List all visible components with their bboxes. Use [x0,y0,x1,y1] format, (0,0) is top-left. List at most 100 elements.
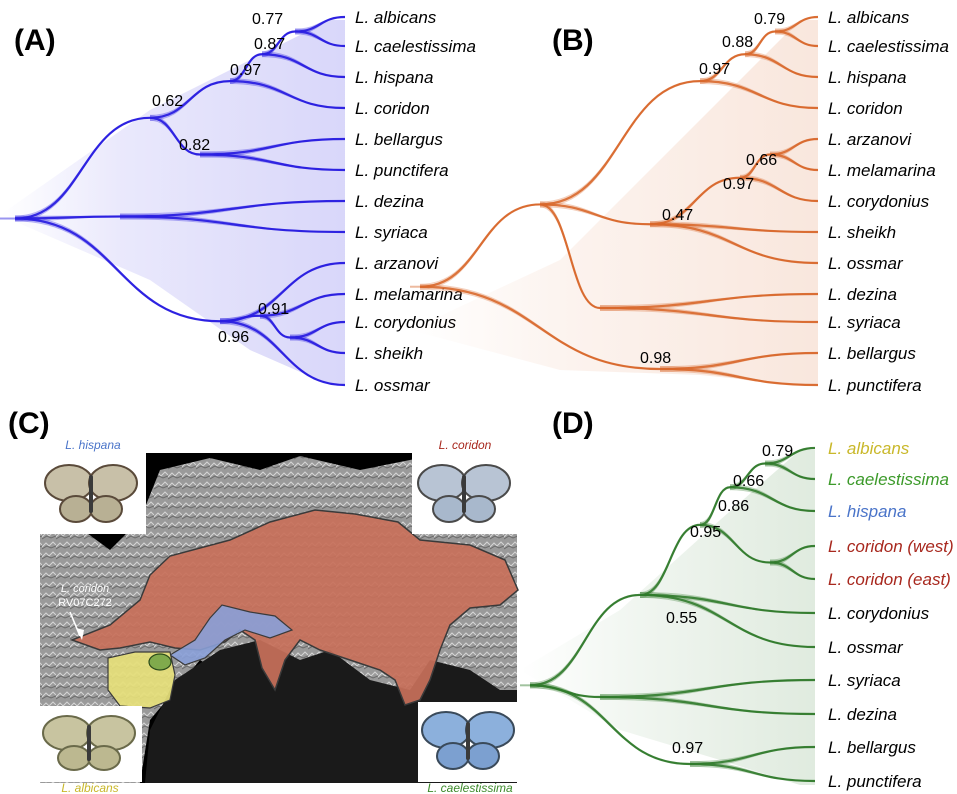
tree-branch [769,153,819,172]
taxon-label: L. dezina [828,705,897,724]
tree-branch [739,179,819,202]
tree-branch [289,338,346,354]
butterfly-photo-coridon [412,452,517,534]
tree-branch [649,223,819,234]
tree-branch [699,523,771,564]
panel-a-support-5: 0.82 [179,137,210,154]
tree-branch [769,561,816,581]
taxon-label: L. dezina [828,285,897,304]
tree-branch [539,206,601,309]
tree-branch [259,292,346,317]
panel-b-support-4: 0.66 [746,152,777,169]
tree-branch [419,288,661,370]
panel-b-tree [410,15,819,387]
tree-branch [419,203,541,289]
tree-branch [149,116,201,156]
taxon-label: L. albicans [828,439,910,458]
tree-branch [689,764,816,782]
panel-d-tree-haze [520,450,815,785]
tree-branch [529,684,691,766]
taxon-label: L. caelestissima [828,470,949,489]
tree-branch [769,545,816,566]
taxon-label: L. corydonius [828,604,930,623]
tree-branch [199,155,346,171]
panel-a-support-1: 0.77 [252,11,283,28]
tree-branch [744,31,776,58]
tree-branch [699,81,819,109]
tree-branch [769,138,819,158]
tree-branch [774,32,819,47]
tree-branch [419,287,661,370]
tree-branch [699,526,771,563]
taxon-label: L. hispana [828,68,906,87]
photo-label-albicans: L. albicans [61,781,118,794]
butterfly-photo-hispana [36,452,146,534]
taxon-label: L. hispana [828,502,906,521]
tree-branch [119,199,346,218]
tree-branch [14,116,151,220]
taxon-label: L. coridon [355,99,430,118]
panel-b: (B) L. albicans L. caelestissima L. hispan… [410,8,949,395]
tree-branch [699,83,819,109]
taxon-label: L. sheikh [828,223,896,242]
taxon-label: L. melamarina [355,285,463,304]
tree-branch [149,118,201,155]
panel-a-tree [0,15,346,387]
taxon-label: L. ossmar [355,376,431,395]
tree-branch [119,215,346,234]
tree-branch [199,153,346,172]
panel-a-support-7: 0.96 [218,329,249,346]
tree-branch [289,336,346,355]
tree-branch [639,524,701,597]
panel-d-label: (D) [552,407,594,440]
tree-branch [14,216,121,222]
tree-branch [764,462,816,481]
tree-branch [14,220,221,322]
tree-branch [774,16,819,35]
tree-branch [149,80,231,120]
tree-branch [659,369,819,386]
panel-b-tree-haze [410,20,818,385]
panel-a-label: (A) [14,24,56,57]
tree-branch [599,308,819,323]
tree-branch [774,30,819,48]
taxon-label: L. caelestissima [828,37,949,56]
panel-b-taxa: L. albicans L. caelestissima L. hispana L. … [828,8,949,395]
range-hispana [168,604,294,666]
tree-branch [229,81,346,109]
tree-branch [199,137,346,156]
tree-branch [14,117,151,221]
tree-branch [769,563,816,580]
panel-b-support-3: 0.97 [699,61,730,78]
taxon-label: L. caelestissima [355,37,476,56]
tree-branch [699,486,731,526]
panel-a-support-2: 0.87 [254,36,285,53]
tree-branch [229,53,263,85]
photo-label-hispana: L. hispana [65,438,121,452]
tree-branch [699,53,746,85]
panel-a-support: 0.77 0.87 0.97 0.62 0.82 0.91 0.96 [152,11,289,346]
tree-branch [689,765,816,782]
tree-branch [539,203,651,226]
panel-d-support-2: 0.66 [733,473,764,490]
panel-d-support: 0.79 0.66 0.86 0.95 0.55 0.97 [666,443,793,757]
taxon-label: L. bellargus [828,344,916,363]
panel-a-support-6: 0.91 [258,301,289,318]
panel-a-tree-haze [0,20,345,385]
panel-d-tree [520,446,816,783]
taxon-label: L. hispana [355,68,433,87]
tree-branch [261,53,346,79]
taxon-label: L. corydonius [828,192,930,211]
tree-branch [539,205,601,309]
tree-branch [149,80,231,121]
tree-branch [539,80,701,206]
tree-branch [659,370,819,386]
tree-branch [219,315,261,325]
panel-d-support-6: 0.97 [672,740,703,757]
panel-a-support-4: 0.62 [152,93,183,110]
tree-branch [259,293,346,319]
panel-a-support-3: 0.97 [230,62,261,79]
tree-branch [599,309,819,323]
tree-branch [774,33,819,47]
